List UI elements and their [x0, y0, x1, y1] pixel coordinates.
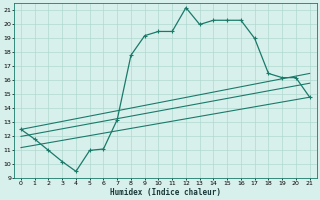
X-axis label: Humidex (Indice chaleur): Humidex (Indice chaleur)	[110, 188, 221, 197]
